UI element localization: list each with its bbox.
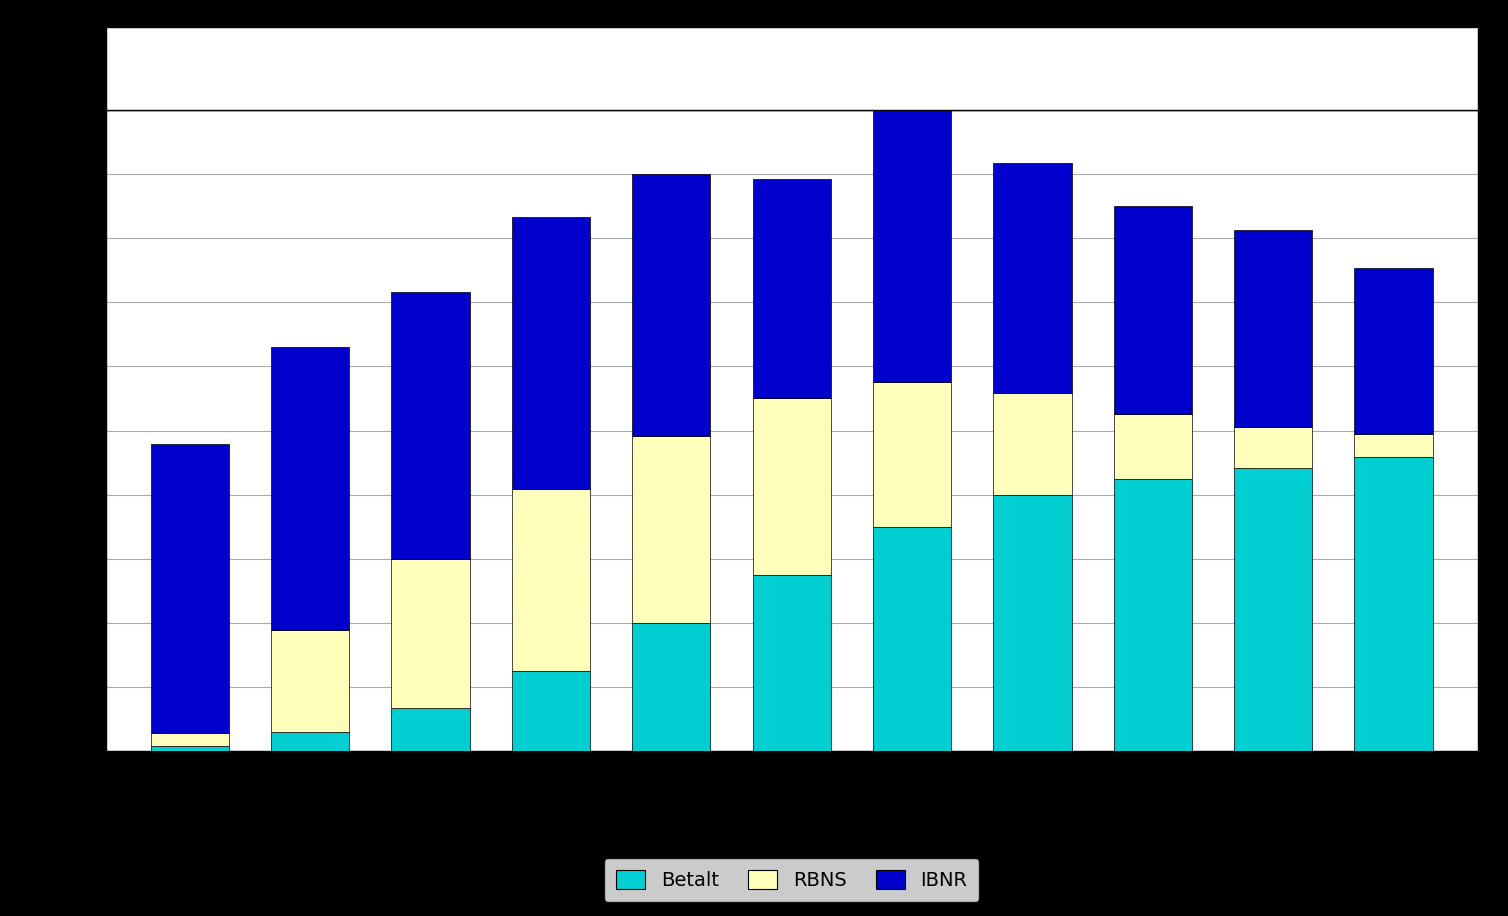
Bar (511, 671, 590, 751)
Bar (392, 291, 469, 559)
Bar (873, 527, 952, 751)
Bar (994, 495, 1072, 751)
Bar (392, 708, 469, 751)
Bar (1354, 434, 1433, 457)
Bar (392, 559, 469, 708)
Bar (752, 398, 831, 575)
Bar (271, 630, 350, 732)
Bar (1354, 268, 1433, 434)
Bar (151, 733, 229, 746)
Bar (1354, 457, 1433, 751)
Bar (632, 174, 710, 436)
Bar (752, 575, 831, 751)
Bar (1234, 468, 1312, 751)
Bar (1114, 206, 1191, 414)
Bar (994, 393, 1072, 495)
Legend: Betalt, RBNS, IBNR: Betalt, RBNS, IBNR (605, 858, 979, 901)
Bar (1114, 414, 1191, 478)
Bar (873, 78, 952, 383)
Bar (632, 436, 710, 623)
Bar (752, 180, 831, 398)
Bar (1114, 478, 1191, 751)
Bar (271, 732, 350, 751)
Bar (994, 163, 1072, 393)
Bar (873, 383, 952, 527)
Bar (271, 347, 350, 630)
Bar (151, 444, 229, 733)
Bar (511, 489, 590, 671)
Bar (1234, 230, 1312, 427)
Bar (151, 746, 229, 751)
Bar (632, 623, 710, 751)
Bar (511, 217, 590, 489)
Bar (1234, 427, 1312, 468)
